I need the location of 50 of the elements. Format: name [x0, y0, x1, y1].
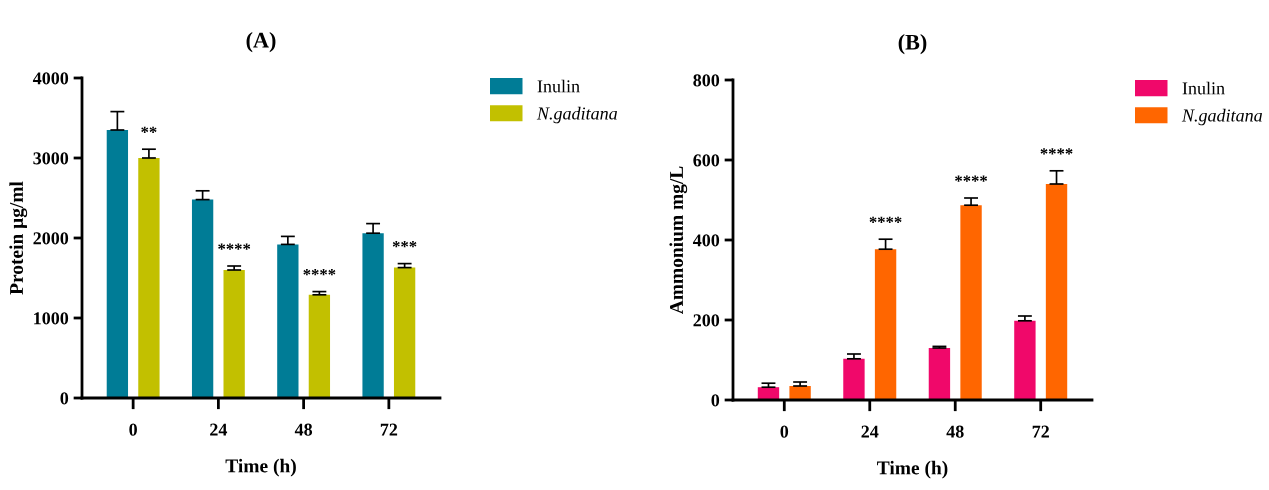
y-axis-title: Protein μg/ml: [9, 181, 28, 295]
y-tick-label: 2000: [33, 232, 69, 245]
bar: [1045, 184, 1068, 400]
x-tick-label: 24: [210, 423, 228, 436]
annotation: ****: [1040, 148, 1073, 155]
bar: [928, 348, 951, 400]
y-tick-label: 400: [692, 234, 720, 247]
y-tick-label: 4000: [32, 72, 69, 85]
bar: [191, 199, 214, 398]
bar: [874, 249, 897, 400]
x-tick-label: 48: [946, 425, 964, 438]
annotation: ****: [218, 243, 251, 250]
x-tick-label: 24: [861, 425, 879, 438]
bar: [308, 294, 331, 398]
annotation: ***: [392, 241, 417, 248]
legend-label: Inulin: [1182, 81, 1225, 95]
annotation: **: [141, 126, 157, 133]
y-tick-label: 800: [693, 74, 720, 87]
y-tick-label: 0: [711, 394, 720, 407]
x-tick-label: 72: [1032, 425, 1049, 438]
bar: [393, 267, 416, 398]
y-axis-title: Ammonium mg/L: [669, 166, 688, 315]
legend-label: Inulin: [537, 79, 580, 93]
legend-label: N.gaditana: [1181, 108, 1263, 126]
y-tick-label: 1000: [34, 312, 69, 325]
bar: [223, 270, 245, 398]
x-axis-title: Time (h): [877, 460, 948, 479]
x-tick-label: 0: [780, 425, 789, 438]
annotation: ****: [869, 216, 902, 223]
y-tick-label: 0: [60, 392, 69, 405]
bar: [960, 205, 982, 400]
bar: [277, 244, 299, 398]
annotation: ****: [303, 269, 336, 276]
bar: [362, 233, 384, 398]
bar: [843, 358, 865, 400]
chart-title: (B): [898, 34, 927, 55]
bar: [789, 386, 811, 400]
bar: [1014, 320, 1036, 400]
x-tick-label: 0: [129, 423, 137, 436]
bar: [138, 158, 160, 398]
chart-title: (A): [246, 32, 276, 53]
legend-label: N.gaditana: [536, 106, 618, 124]
annotation: ****: [955, 175, 988, 182]
x-tick-label: 72: [380, 423, 398, 436]
x-axis-title: Time (h): [225, 458, 296, 477]
x-tick-label: 48: [294, 423, 313, 436]
y-tick-label: 600: [693, 154, 720, 167]
bar: [106, 130, 129, 398]
y-tick-label: 200: [693, 314, 720, 327]
y-tick-label: 3000: [33, 152, 69, 165]
